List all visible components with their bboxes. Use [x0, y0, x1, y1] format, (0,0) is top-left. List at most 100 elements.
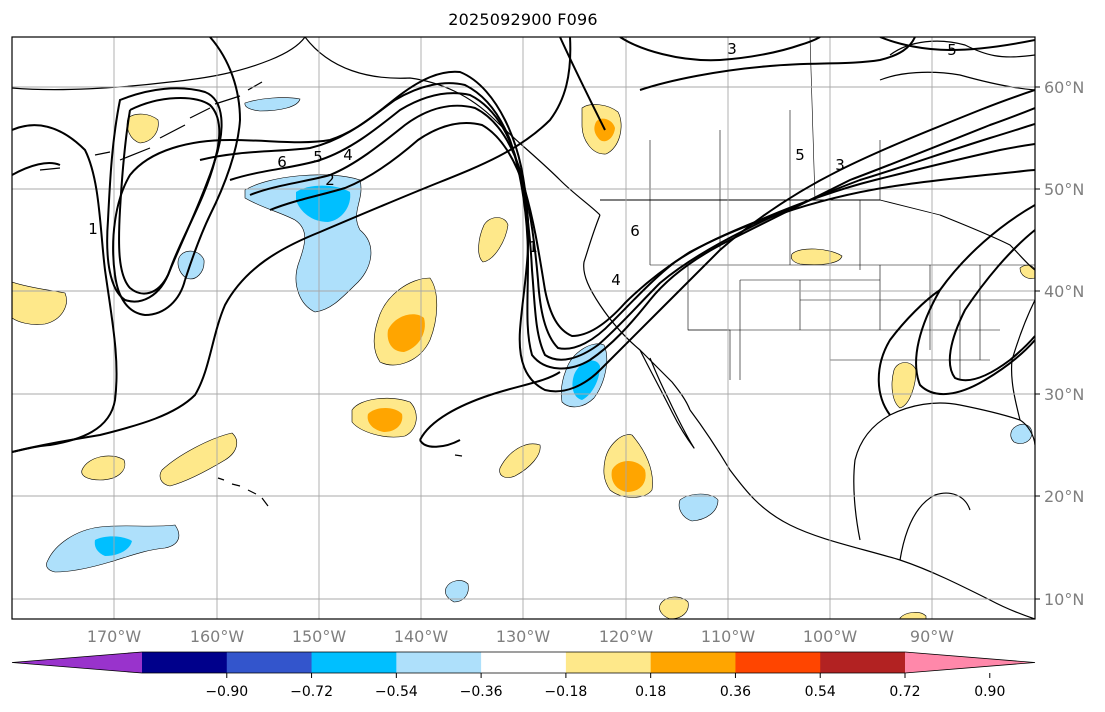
colorbar-extend-high — [905, 652, 1035, 673]
colorbar-segment — [565, 652, 652, 673]
lon-label: 100°W — [803, 627, 858, 646]
contour-line — [184, 37, 242, 281]
lon-label: 150°W — [292, 627, 347, 646]
anomaly-shading — [12, 97, 1035, 619]
lat-label: 20°N — [1044, 487, 1084, 506]
positive-anomaly-region — [659, 596, 689, 619]
lat-label: 50°N — [1044, 180, 1084, 199]
colorbar-tick-label: 0.36 — [720, 684, 751, 700]
contour-line — [879, 37, 1035, 52]
colorbar-outline — [11, 651, 1036, 674]
colorbar-segment — [226, 652, 313, 673]
lat-labels: 60°N 50°N 40°N 30°N 20°N 10°N — [1044, 78, 1084, 609]
state-border — [649, 200, 1035, 270]
alaska-coastline — [12, 37, 306, 91]
contour-line — [639, 37, 916, 91]
contour-label: 3 — [835, 156, 845, 174]
contour-line — [12, 37, 572, 453]
graticule — [12, 37, 1035, 619]
positive-anomaly-core — [367, 408, 403, 432]
lat-label: 30°N — [1044, 385, 1084, 404]
map-title: 2025092900 F096 — [448, 10, 598, 29]
contour-line — [118, 97, 221, 295]
contour-line — [112, 70, 1035, 393]
province-border — [649, 37, 881, 201]
lat-ticks — [1035, 86, 1040, 600]
hawaii-islands — [217, 477, 269, 507]
contour-line — [12, 162, 61, 176]
contour-line — [877, 289, 941, 416]
positive-anomaly-region — [891, 362, 917, 409]
colorbar-tick-label: 0.18 — [635, 684, 666, 700]
colorbar-segment — [396, 652, 482, 673]
colorbar-segment — [820, 652, 906, 673]
contour-label: 2 — [325, 171, 335, 189]
contour-line — [419, 439, 461, 448]
map-frame — [11, 36, 1036, 620]
contour-label: 5 — [947, 41, 957, 59]
negative-anomaly-region — [678, 493, 719, 522]
colorbar-segment — [481, 652, 567, 673]
lat-label: 10°N — [1044, 590, 1084, 609]
positive-anomaly-region — [790, 248, 843, 266]
negative-anomaly-core — [296, 185, 351, 222]
colorbar: −0.90 −0.72 −0.54 −0.36 −0.18 0.18 0.36 0.54 0.7… — [11, 651, 1036, 700]
contour-label: 3 — [727, 40, 737, 58]
colorbar-segment — [311, 652, 397, 673]
lon-label: 140°W — [394, 627, 449, 646]
contour-line — [619, 37, 821, 62]
colorbar-tick-label: 0.90 — [974, 684, 1005, 700]
contour-line — [12, 124, 118, 453]
negative-anomaly-region — [244, 97, 301, 112]
contour-line — [419, 371, 561, 441]
negative-anomaly-region — [445, 580, 469, 603]
positive-anomaly-region — [478, 217, 509, 263]
positive-anomaly-region — [1019, 264, 1035, 279]
contour-line — [269, 122, 1035, 338]
contour-label: 4 — [611, 271, 621, 289]
positive-anomaly-region — [159, 432, 238, 487]
lon-label: 160°W — [190, 627, 245, 646]
state-border — [688, 279, 1035, 380]
coastlines — [12, 37, 1035, 619]
positive-anomaly-core — [387, 314, 425, 352]
lat-label: 60°N — [1044, 78, 1084, 97]
lon-label: 120°W — [599, 627, 654, 646]
lon-label: 90°W — [910, 627, 954, 646]
colorbar-segment — [650, 652, 736, 673]
positive-anomaly-core — [611, 461, 646, 492]
colorbar-tick-label: −0.36 — [460, 684, 503, 700]
contour-label: 6 — [630, 222, 640, 240]
contour-line — [114, 274, 186, 317]
colorbar-tick-label: −0.72 — [290, 684, 333, 700]
map-background — [12, 37, 1035, 619]
canada-us-border — [600, 199, 941, 216]
contour-label: 1 — [88, 220, 98, 238]
negative-anomaly-region — [1010, 423, 1033, 444]
positive-anomaly-region — [12, 281, 67, 325]
contour-line — [229, 92, 1035, 361]
positive-anomaly-region — [499, 443, 541, 478]
contour-label: 1 — [528, 238, 538, 256]
baja-peninsula — [639, 349, 695, 449]
contour-labels: 6 5 4 2 1 1 6 4 5 3 5 3 — [88, 40, 957, 289]
contour-line — [199, 82, 1035, 370]
positive-anomaly-region — [126, 113, 159, 144]
lon-label: 110°W — [701, 627, 756, 646]
colorbar-segment — [735, 652, 821, 673]
island — [454, 454, 463, 457]
contour-line — [559, 37, 606, 131]
contour-label: 4 — [343, 146, 353, 164]
contour-line — [915, 204, 1035, 396]
colorbar-tick-label: −0.54 — [375, 684, 418, 700]
colorbar-segment — [142, 652, 228, 673]
contour-label: 6 — [277, 153, 287, 171]
contour-label: 5 — [795, 146, 805, 164]
colorbar-tick-label: −0.18 — [544, 684, 587, 700]
east-coast — [939, 214, 1035, 421]
mexico-coast — [689, 409, 1035, 619]
height-contours — [12, 37, 1035, 453]
yucatan — [899, 492, 971, 561]
contour-label: 5 — [313, 148, 323, 166]
